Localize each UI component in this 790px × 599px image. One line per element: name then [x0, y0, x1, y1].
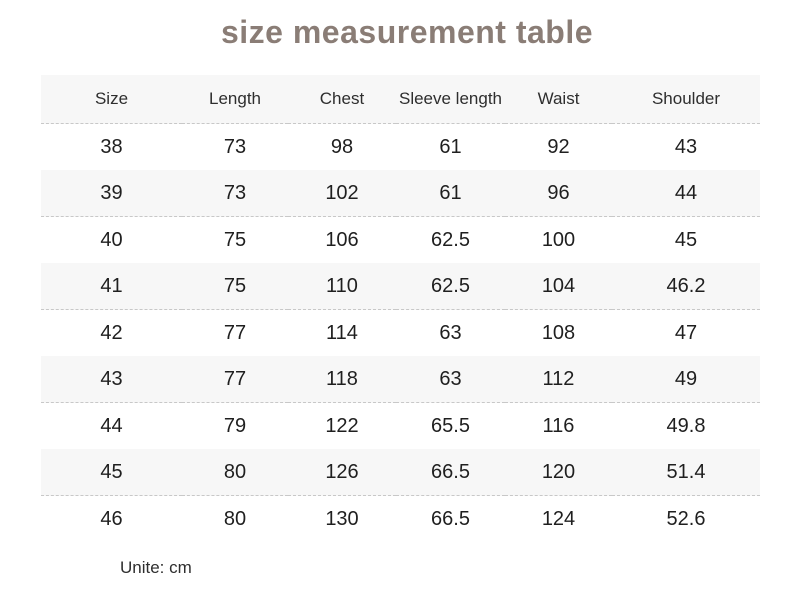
- cell-size: 45: [41, 449, 182, 496]
- column-header-waist: Waist: [505, 75, 612, 124]
- cell-shoulder: 43: [674, 135, 698, 158]
- cell-length: 77: [223, 321, 247, 344]
- cell-length: 73: [182, 170, 288, 217]
- cell-waist: 124: [541, 507, 576, 530]
- cell-chest: 110: [288, 263, 396, 310]
- cell-chest: 122: [325, 414, 359, 437]
- cell-size: 43: [41, 356, 182, 403]
- table-row-size-38: 38 73 98 61 92 43: [41, 124, 760, 171]
- cell-waist: 112: [505, 356, 612, 403]
- cell-size: 46: [100, 507, 123, 530]
- column-header-chest: Chest: [288, 75, 396, 124]
- cell-size: 42: [100, 321, 123, 344]
- table-row-size-40: 40 75 106 62.5 100 45: [41, 217, 760, 264]
- cell-chest: 106: [325, 228, 359, 251]
- cell-chest: 126: [288, 449, 396, 496]
- cell-chest: 118: [288, 356, 396, 403]
- cell-size: 41: [41, 263, 182, 310]
- column-header-size: Size: [41, 75, 182, 124]
- cell-waist: 116: [542, 414, 575, 437]
- cell-length: 73: [223, 135, 247, 158]
- table-row-size-46: 46 80 130 66.5 124 52.6: [41, 496, 760, 543]
- cell-length: 75: [223, 228, 247, 251]
- cell-shoulder: 49: [612, 356, 760, 403]
- column-header-sleeve-length: Sleeve length: [396, 75, 505, 124]
- column-header-length: Length: [182, 75, 288, 124]
- cell-shoulder: 52.6: [666, 507, 706, 530]
- cell-shoulder: 45: [674, 228, 698, 251]
- table-row-size-42: 42 77 114 63 108 47: [41, 310, 760, 357]
- cell-size: 39: [41, 170, 182, 217]
- cell-sleeve-length: 63: [439, 321, 462, 344]
- table-row-size-43: 43 77 118 63 112 49: [41, 356, 760, 403]
- table-row-size-41: 41 75 110 62.5 104 46.2: [41, 263, 760, 310]
- cell-shoulder: 47: [674, 321, 698, 344]
- cell-chest: 102: [288, 170, 396, 217]
- table-row-size-45: 45 80 126 66.5 120 51.4: [41, 449, 760, 496]
- table-header-row: Size Length Chest Sleeve length Waist Sh…: [41, 75, 760, 124]
- cell-chest: 114: [326, 321, 358, 344]
- cell-length: 75: [182, 263, 288, 310]
- cell-size: 40: [100, 228, 123, 251]
- table-row-size-39: 39 73 102 61 96 44: [41, 170, 760, 217]
- cell-shoulder: 51.4: [612, 449, 760, 496]
- cell-shoulder: 46.2: [612, 263, 760, 310]
- cell-length: 80: [223, 507, 247, 530]
- cell-waist: 96: [505, 170, 612, 217]
- cell-sleeve-length: 66.5: [396, 449, 505, 496]
- cell-sleeve-length: 61: [439, 135, 462, 158]
- column-header-shoulder: Shoulder: [612, 75, 760, 124]
- cell-waist: 100: [541, 228, 576, 251]
- cell-chest: 130: [325, 507, 359, 530]
- cell-shoulder: 44: [612, 170, 760, 217]
- cell-waist: 104: [505, 263, 612, 310]
- cell-length: 80: [182, 449, 288, 496]
- cell-size: 44: [100, 414, 123, 437]
- cell-length: 77: [182, 356, 288, 403]
- cell-waist: 120: [505, 449, 612, 496]
- page-title: size measurement table: [220, 14, 594, 50]
- cell-sleeve-length: 61: [396, 170, 505, 217]
- cell-length: 79: [223, 414, 247, 437]
- cell-waist: 108: [541, 321, 576, 344]
- cell-sleeve-length: 66.5: [431, 507, 470, 530]
- table-row-size-44: 44 79 122 65.5 116 49.8: [41, 403, 760, 450]
- cell-sleeve-length: 62.5: [396, 263, 505, 310]
- cell-sleeve-length: 62.5: [431, 228, 470, 251]
- cell-sleeve-length: 65.5: [431, 414, 470, 437]
- unit-note: Unite: cm: [120, 558, 192, 577]
- cell-waist: 92: [547, 135, 570, 158]
- cell-size: 38: [100, 135, 123, 158]
- cell-chest: 98: [330, 135, 354, 158]
- cell-sleeve-length: 63: [396, 356, 505, 403]
- cell-shoulder: 49.8: [666, 414, 706, 437]
- size-measurement-table: Size Length Chest Sleeve length Waist Sh…: [41, 75, 760, 542]
